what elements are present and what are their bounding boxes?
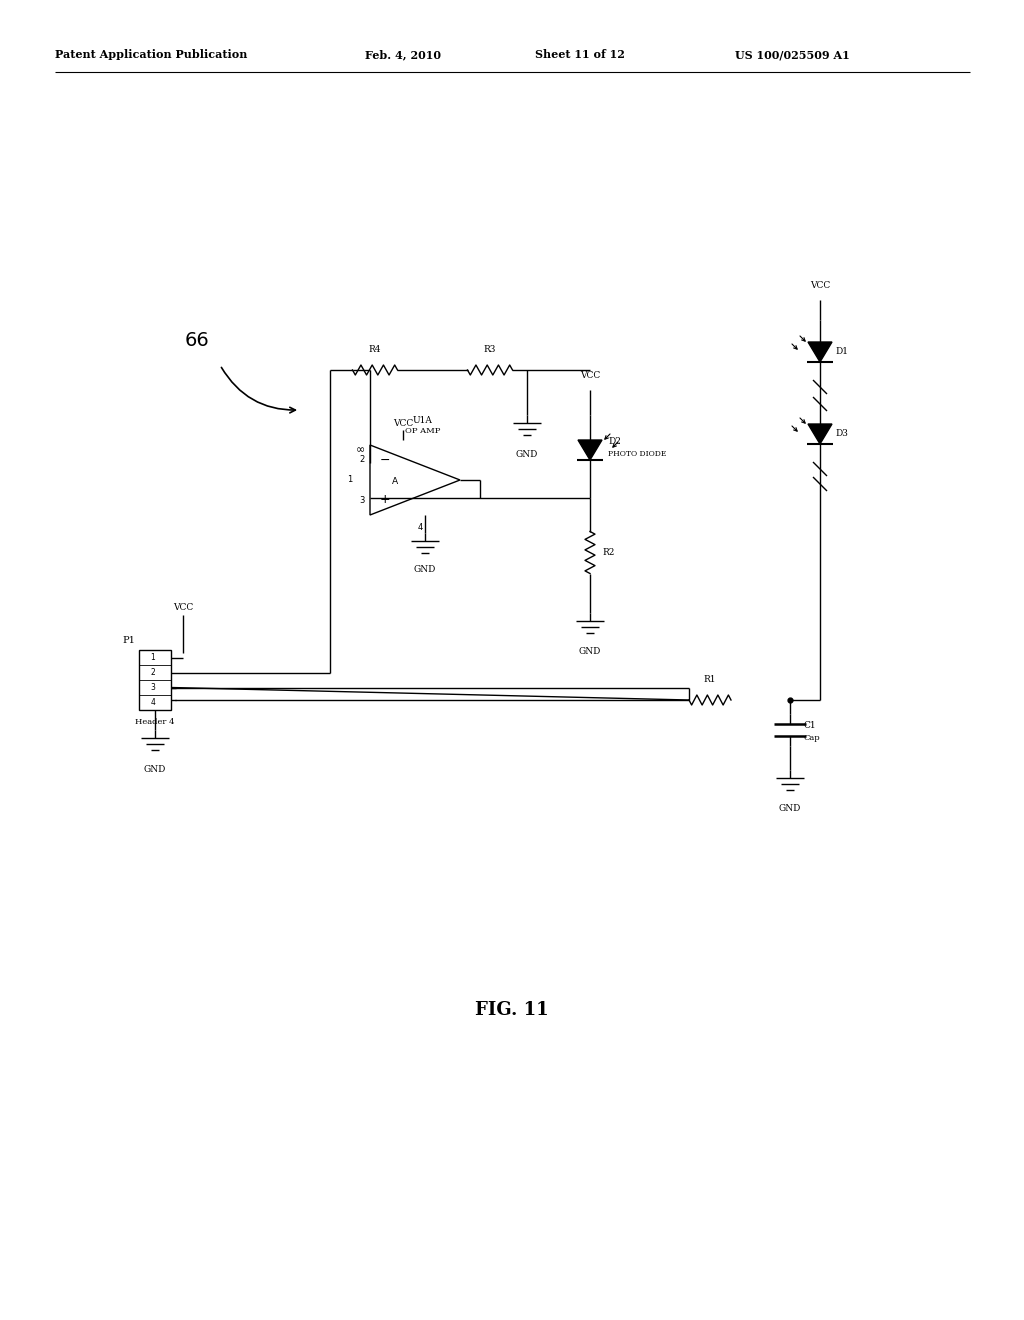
- Text: VCC: VCC: [810, 281, 830, 290]
- Text: R2: R2: [602, 548, 614, 557]
- Text: GND: GND: [143, 766, 166, 774]
- Text: D3: D3: [835, 429, 848, 438]
- Text: D1: D1: [835, 347, 848, 356]
- Text: Feb. 4, 2010: Feb. 4, 2010: [365, 49, 441, 61]
- Polygon shape: [808, 342, 831, 362]
- Text: GND: GND: [779, 804, 801, 813]
- Text: Cap: Cap: [804, 734, 820, 742]
- Text: A: A: [392, 478, 398, 487]
- Text: Header 4: Header 4: [135, 718, 175, 726]
- Text: 4: 4: [151, 698, 156, 708]
- Text: D2: D2: [608, 437, 621, 446]
- Text: ∞: ∞: [355, 445, 365, 455]
- Text: GND: GND: [414, 565, 436, 574]
- Text: GND: GND: [579, 647, 601, 656]
- Text: VCC: VCC: [173, 603, 194, 612]
- Text: C1: C1: [804, 721, 816, 730]
- Text: Sheet 11 of 12: Sheet 11 of 12: [535, 49, 625, 61]
- Text: OP AMP: OP AMP: [406, 426, 440, 436]
- Text: −: −: [380, 454, 390, 467]
- Text: 66: 66: [185, 330, 210, 350]
- Text: VCC: VCC: [580, 371, 600, 380]
- Text: +: +: [380, 492, 390, 506]
- Text: 3: 3: [151, 682, 156, 692]
- Text: US 100/025509 A1: US 100/025509 A1: [735, 49, 850, 61]
- Polygon shape: [808, 424, 831, 444]
- Text: 3: 3: [359, 496, 365, 506]
- Polygon shape: [578, 440, 602, 459]
- Text: 1: 1: [347, 475, 352, 484]
- Text: FIG. 11: FIG. 11: [475, 1001, 549, 1019]
- Bar: [139, 649, 171, 710]
- Text: GND: GND: [516, 450, 539, 459]
- Text: 2: 2: [151, 668, 156, 677]
- Text: 1: 1: [151, 653, 156, 663]
- Text: U1A: U1A: [413, 416, 433, 425]
- Text: R1: R1: [703, 675, 716, 684]
- Text: R3: R3: [483, 345, 497, 354]
- Text: Patent Application Publication: Patent Application Publication: [55, 49, 248, 61]
- Text: 4: 4: [418, 523, 423, 532]
- Text: P1: P1: [122, 636, 135, 645]
- Text: VCC: VCC: [393, 418, 413, 428]
- Text: R4: R4: [369, 345, 381, 354]
- Text: PHOTO DIODE: PHOTO DIODE: [608, 450, 667, 458]
- Text: 2: 2: [359, 455, 365, 465]
